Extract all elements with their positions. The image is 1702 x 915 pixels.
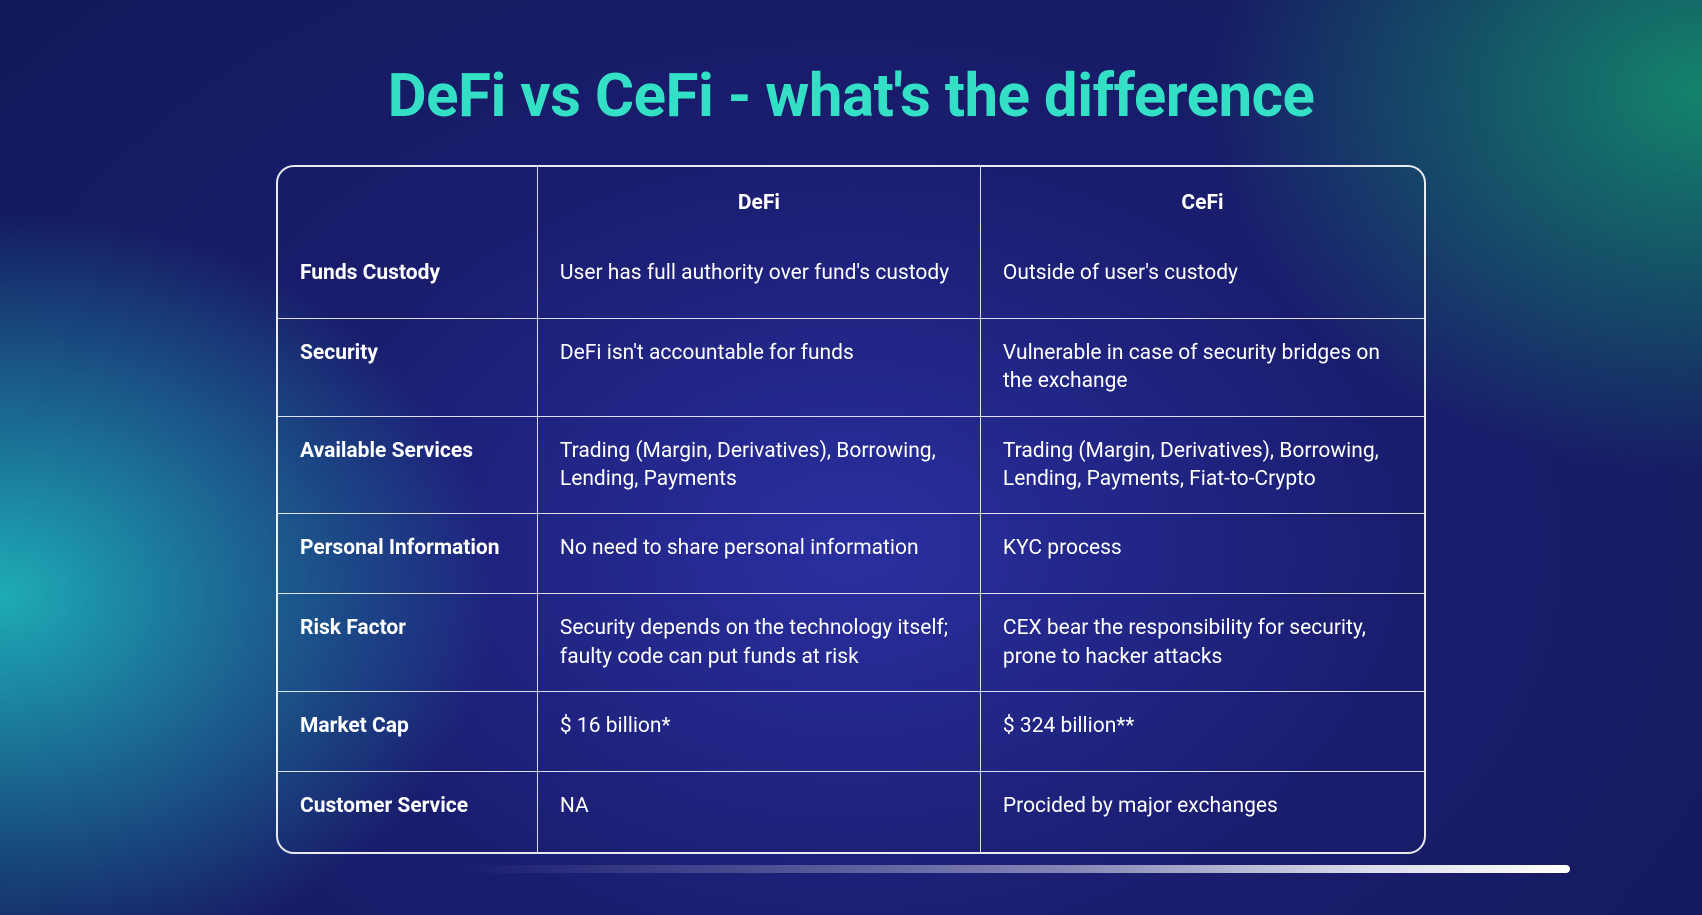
table-row: Security DeFi isn't accountable for fund… <box>278 319 1424 417</box>
row-label: Personal Information <box>278 514 538 594</box>
cell-defi: DeFi isn't accountable for funds <box>538 319 981 417</box>
table-body: Funds Custody User has full authority ov… <box>278 239 1424 852</box>
table-row: Market Cap $ 16 billion* $ 324 billion** <box>278 692 1424 772</box>
row-label: Risk Factor <box>278 594 538 692</box>
decorative-bar <box>460 865 1570 873</box>
cell-defi: Trading (Margin, Derivatives), Borrowing… <box>538 417 981 515</box>
cell-defi: $ 16 billion* <box>538 692 981 772</box>
cell-cefi: Outside of user's custody <box>981 239 1424 319</box>
cell-defi: Security depends on the technology itsel… <box>538 594 981 692</box>
table-header-row: DeFi CeFi <box>278 167 1424 239</box>
cell-defi: No need to share personal information <box>538 514 981 594</box>
cell-cefi: Trading (Margin, Derivatives), Borrowing… <box>981 417 1424 515</box>
col-header-blank <box>278 167 538 239</box>
cell-defi: NA <box>538 772 981 852</box>
row-label: Security <box>278 319 538 417</box>
row-label: Customer Service <box>278 772 538 852</box>
table-row: Funds Custody User has full authority ov… <box>278 239 1424 319</box>
table-row: Customer Service NA Procided by major ex… <box>278 772 1424 852</box>
cell-defi: User has full authority over fund's cust… <box>538 239 981 319</box>
infographic-page: DeFi vs CeFi - what's the difference DeF… <box>0 0 1702 915</box>
col-header-cefi: CeFi <box>981 167 1424 239</box>
cell-cefi: Vulnerable in case of security bridges o… <box>981 319 1424 417</box>
cell-cefi: $ 324 billion** <box>981 692 1424 772</box>
page-title: DeFi vs CeFi - what's the difference <box>388 60 1315 131</box>
comparison-table: DeFi CeFi Funds Custody User has full au… <box>276 165 1426 854</box>
cell-cefi: CEX bear the responsibility for security… <box>981 594 1424 692</box>
cell-cefi: Procided by major exchanges <box>981 772 1424 852</box>
table-row: Available Services Trading (Margin, Deri… <box>278 417 1424 515</box>
row-label: Funds Custody <box>278 239 538 319</box>
table-row: Risk Factor Security depends on the tech… <box>278 594 1424 692</box>
col-header-defi: DeFi <box>538 167 981 239</box>
row-label: Market Cap <box>278 692 538 772</box>
table-row: Personal Information No need to share pe… <box>278 514 1424 594</box>
row-label: Available Services <box>278 417 538 515</box>
cell-cefi: KYC process <box>981 514 1424 594</box>
